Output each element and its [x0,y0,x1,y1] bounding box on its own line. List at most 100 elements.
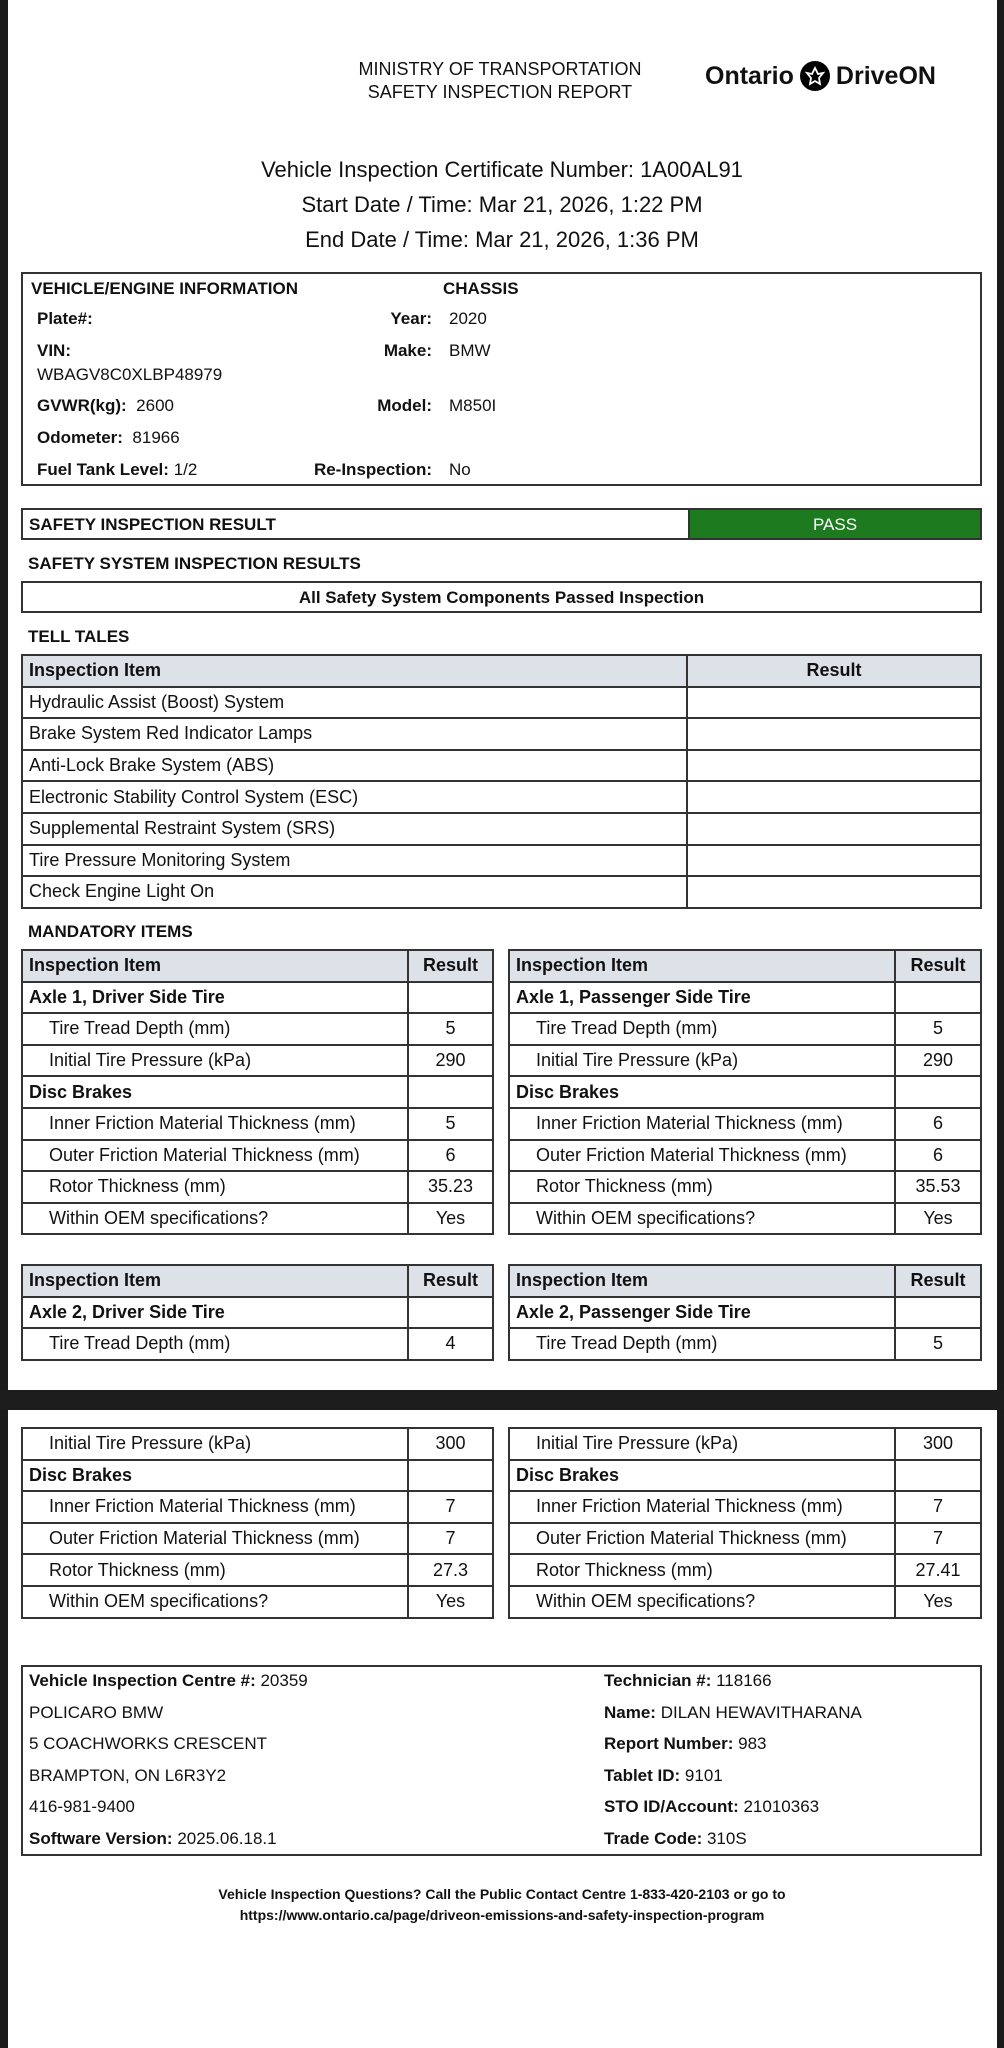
mandatory-table-axle2-passenger: Inspection Item Result Axle 2, Passenger S… [508,1264,982,1361]
tell-tales-title: TELL TALES [28,627,130,646]
inspection-item: Initial Tire Pressure (kPa) [21,1427,409,1461]
tell-tale-result [686,875,982,909]
fuel-label: Fuel Tank Level: [37,460,169,479]
tell-tale-item: Check Engine Light On [21,875,688,909]
inspection-result: 7 [407,1490,494,1524]
tell-tale-item: Anti-Lock Brake System (ABS) [21,748,688,783]
mandatory-table-axle2-driver: Inspection Item Result Axle 2, Driver Side… [21,1264,494,1361]
reinspection-label: Re-Inspection: [313,460,432,479]
inspection-result: 290 [894,1043,982,1078]
table-row: Tire Tread Depth (mm) 5 [21,1012,494,1046]
inspection-result: 290 [407,1043,494,1078]
frame-right-edge [997,0,1004,2048]
table-header-row: Inspection Item Result [508,1264,982,1298]
info-label: Trade Code: [604,1828,703,1848]
left-info-row: 416-981-9400 [29,1797,135,1817]
logo-driveon-text: DriveON [835,61,936,90]
inspection-item: Axle 2, Passenger Side Tire [508,1295,896,1330]
inspection-item: Tire Tread Depth (mm) [21,1327,409,1361]
certificate-number: Vehicle Inspection Certificate Number: 1… [261,157,743,182]
table-row: Within OEM specifications? Yes [508,1201,982,1236]
inspection-item: Disc Brakes [508,1075,896,1109]
inspection-result: 35.53 [894,1170,982,1204]
table-row: Inner Friction Material Thickness (mm) 6 [508,1106,982,1141]
info-value: BRAMPTON, ON L6R3Y2 [29,1765,227,1785]
model-value: M850I [449,396,497,415]
table-row: Supplemental Restraint System (SRS) [21,811,982,846]
table-header-row: Inspection Item Result [508,949,982,983]
tell-tale-item: Electronic Stability Control System (ESC… [21,780,688,814]
page-break-band [0,1390,1004,1410]
start-date-time: Start Date / Time: Mar 21, 2026, 1:22 PM [301,192,703,217]
footer-url[interactable]: https://www.ontario.ca/page/driveon-emis… [239,1907,765,1923]
table-row: Inner Friction Material Thickness (mm) 7 [21,1490,494,1524]
inspection-result: Result [894,1264,982,1298]
right-info-row: Trade Code: 310S [604,1829,747,1849]
result-label: SAFETY INSPECTION RESULT [23,510,690,538]
table-header-row: Inspection Item Result [21,949,494,983]
reinspection-value: No [449,460,471,479]
right-info-row: Report Number: 983 [604,1734,767,1754]
info-label: STO ID/Account: [604,1797,739,1816]
report-header: MINISTRY OF TRANSPORTATION SAFETY INSPEC… [300,58,700,104]
info-label: Report Number: [604,1734,734,1753]
left-info-row: BRAMPTON, ON L6R3Y2 [29,1766,226,1786]
vin-label: VIN: [37,341,71,360]
result-pass-badge: PASS [690,510,980,538]
table-row: Electronic Stability Control System (ESC… [21,780,982,814]
inspection-result [894,1458,982,1493]
inspection-result [407,1458,494,1493]
info-label: Name: [604,1702,656,1722]
mandatory-table-axle2-driver-cont: Initial Tire Pressure (kPa) 300 Disc Brake… [21,1427,494,1619]
inspection-result: 27.3 [407,1553,494,1587]
vin-value: WBAGV8C0XLBP48979 [37,365,223,384]
inspection-item: Axle 1, Passenger Side Tire [508,980,896,1015]
inspection-item: Disc Brakes [21,1075,409,1109]
table-row: Tire Tread Depth (mm) 5 [508,1327,982,1361]
table-header-row: Inspection Item Result [21,1264,494,1298]
table-row: Initial Tire Pressure (kPa) 290 [508,1043,982,1078]
table-row: Initial Tire Pressure (kPa) 290 [21,1043,494,1078]
odometer-label: Odometer: [37,428,123,447]
inspection-item: Outer Friction Material Thickness (mm) [21,1138,409,1173]
info-value: POLICARO BMW [29,1702,164,1722]
vehicle-info-box: VEHICLE/ENGINE INFORMATION CHASSIS Plate… [21,272,982,486]
inspection-item: Inner Friction Material Thickness (mm) [21,1106,409,1141]
inspection-item: Disc Brakes [21,1458,409,1493]
tell-tale-item: Hydraulic Assist (Boost) System [21,685,688,720]
inspection-result: 5 [407,1106,494,1141]
inspection-result: 300 [894,1427,982,1461]
table-row: Rotor Thickness (mm) 27.41 [508,1553,982,1587]
tell-tale-result [686,843,982,878]
end-date-time: End Date / Time: Mar 21, 2026, 1:36 PM [305,227,699,252]
ontario-driveon-logo: Ontario DriveON [705,58,936,94]
inspection-centre-box: Vehicle Inspection Centre #: 20359 POLICA… [21,1665,982,1856]
inspection-item: Outer Friction Material Thickness (mm) [508,1138,896,1173]
table-row: Disc Brakes [508,1458,982,1493]
inspection-item: Inspection Item [21,1264,409,1298]
inspection-result: Yes [894,1201,982,1236]
inspection-result [894,1075,982,1109]
table-row: Outer Friction Material Thickness (mm) 7 [21,1521,494,1556]
inspection-result [894,1295,982,1330]
safety-system-summary: All Safety System Components Passed Insp… [21,581,982,613]
table-row: Disc Brakes [21,1075,494,1109]
inspection-result: 7 [894,1490,982,1524]
report-title: SAFETY INSPECTION REPORT [367,82,633,102]
info-label: Technician #: [604,1671,712,1690]
table-row: Initial Tire Pressure (kPa) 300 [508,1427,982,1461]
trillium-icon [799,61,830,91]
mandatory-table-axle2-passenger-cont: Initial Tire Pressure (kPa) 300 Disc Brake… [508,1427,982,1619]
table-row: Initial Tire Pressure (kPa) 300 [21,1427,494,1461]
inspection-result [894,980,982,1015]
info-value: 118166 [711,1671,772,1690]
footer-line-1: Vehicle Inspection Questions? Call the P… [218,1886,786,1902]
table-row: Outer Friction Material Thickness (mm) 6 [21,1138,494,1173]
inspection-item: Tire Tread Depth (mm) [508,1327,896,1361]
inspection-item: Within OEM specifications? [21,1584,409,1619]
inspection-item: Within OEM specifications? [508,1584,896,1619]
table-row: Rotor Thickness (mm) 35.23 [21,1170,494,1204]
right-info-row: Tablet ID: 9101 [604,1766,723,1786]
inspection-result: 27.41 [894,1553,982,1587]
tell-tale-item: Brake System Red Indicator Lamps [21,717,688,751]
